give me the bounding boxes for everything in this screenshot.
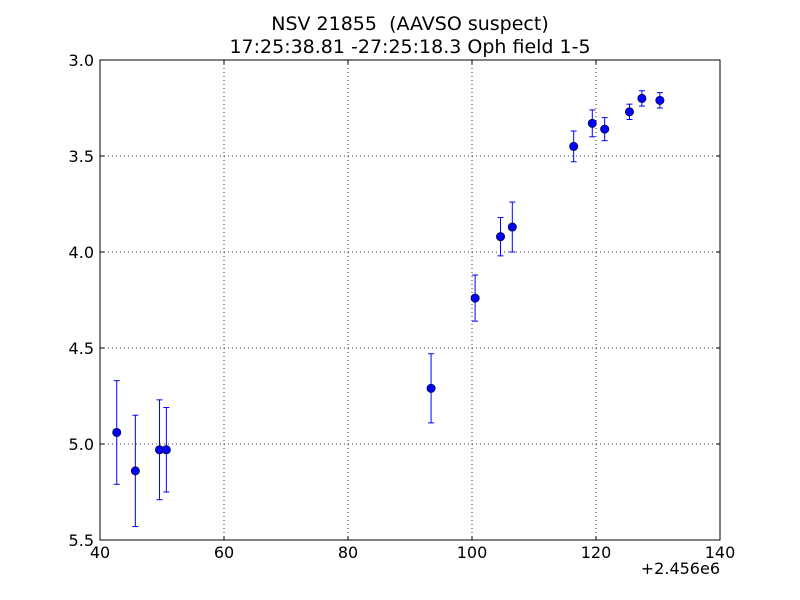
- x-tick-label: 120: [581, 543, 612, 562]
- data-point: [600, 124, 610, 134]
- data-point: [130, 466, 140, 476]
- data-series: [112, 90, 665, 528]
- y-tick-label: 5.5: [69, 531, 94, 550]
- x-tick-label: 140: [705, 543, 736, 562]
- y-tick-label: 5.0: [69, 435, 94, 454]
- data-point: [426, 383, 436, 393]
- x-offset-label: +2.456e6: [641, 559, 720, 578]
- y-tick-label: 3.5: [69, 147, 94, 166]
- plot-frame: [99, 59, 721, 541]
- chart-subtitle: 17:25:38.81 -27:25:18.3 Oph field 1-5: [229, 36, 590, 58]
- data-point: [655, 95, 665, 105]
- data-point: [161, 445, 171, 455]
- data-point: [587, 118, 597, 128]
- data-point: [637, 93, 647, 103]
- y-tick-label: 4.5: [69, 339, 94, 358]
- x-tick-label: 60: [214, 543, 234, 562]
- x-tick-label: 40: [90, 543, 110, 562]
- data-point: [470, 293, 480, 303]
- data-point: [569, 141, 579, 151]
- x-tick-label: 80: [338, 543, 358, 562]
- data-point: [507, 222, 517, 232]
- data-point: [624, 107, 634, 117]
- data-point: [496, 232, 506, 242]
- y-tick-label: 3.0: [69, 51, 94, 70]
- y-tick-label: 4.0: [69, 243, 94, 262]
- data-point: [112, 427, 122, 437]
- x-tick-label: 100: [457, 543, 488, 562]
- axis-ticks: 40 60 80 100 120 140 3.0 3.5 4.0 4.5 5.0 5.5: [69, 51, 736, 562]
- chart-title: NSV 21855 (AAVSO suspect): [271, 13, 549, 35]
